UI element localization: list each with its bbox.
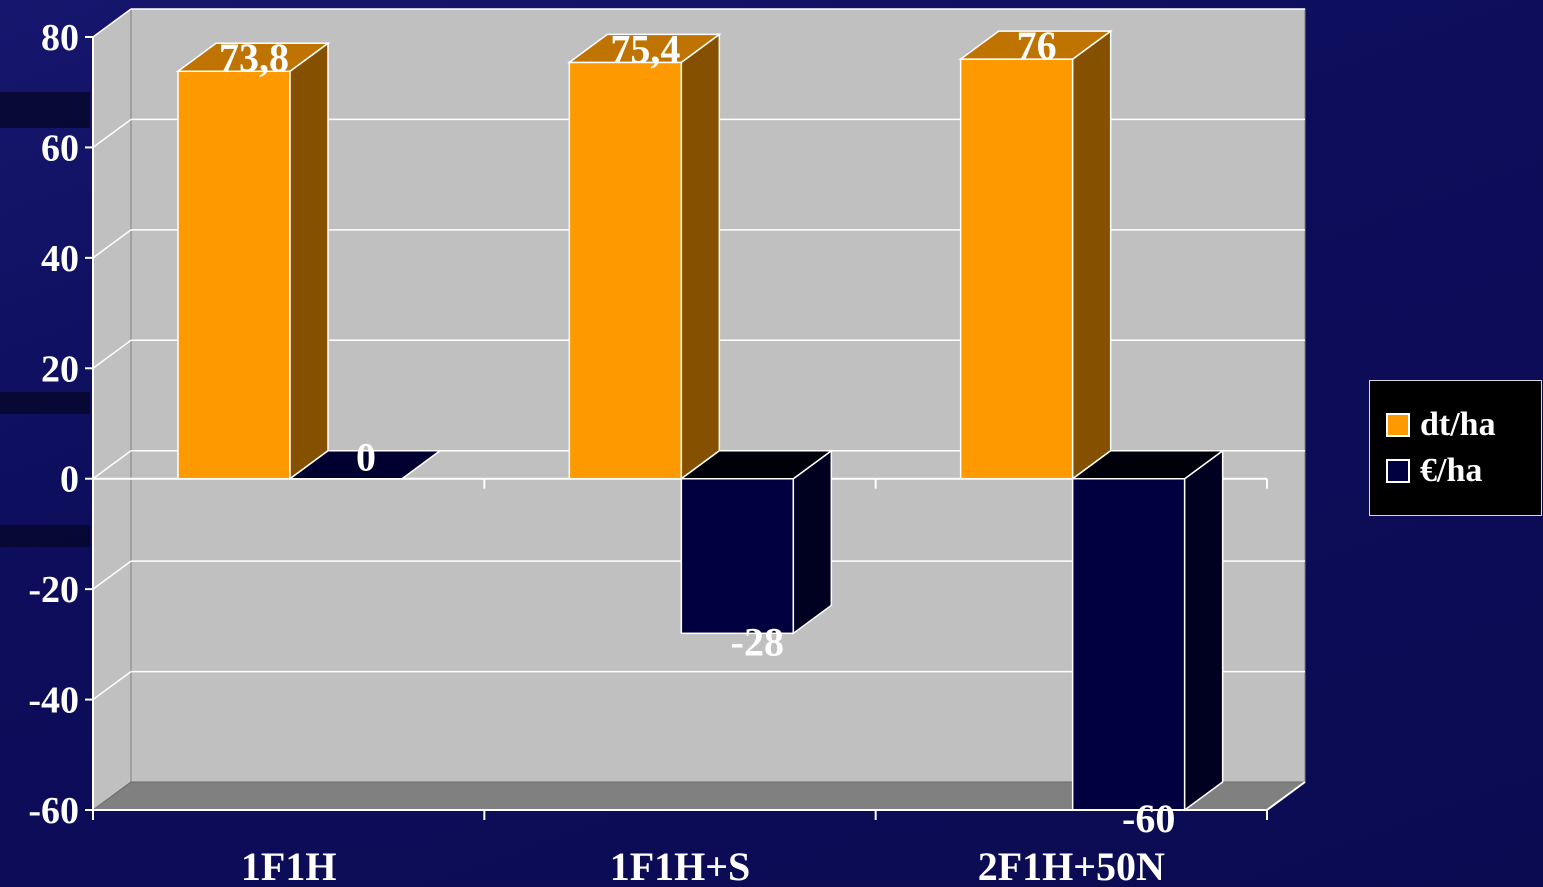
data-label-dt-ha-1: 73,8 <box>219 35 289 80</box>
bar-top-eur-ha-1 <box>287 449 443 480</box>
gridline-side <box>92 670 132 701</box>
data-label-eur-ha-3: -60 <box>1122 796 1175 841</box>
bar-dt-ha-3 <box>959 58 1074 480</box>
legend-swatch-eur-ha <box>1386 459 1410 483</box>
gridline-side <box>92 118 132 149</box>
bar-top-eur-ha-2 <box>679 449 834 480</box>
x-tick-label: 1F1H+S <box>610 844 751 887</box>
gridline-side <box>92 450 132 480</box>
x-tick-label: 2F1H+50N <box>978 844 1165 887</box>
bar-top-dt-ha-2 <box>567 33 722 64</box>
bar-eur-ha-3 <box>1071 477 1186 811</box>
x-tick-label: 1F1H <box>241 844 337 887</box>
bar-side-eur-ha-3 <box>1183 449 1224 812</box>
y-tick-label: -60 <box>28 790 79 832</box>
background-stripe <box>0 525 90 547</box>
y-tick-label: 0 <box>60 459 79 501</box>
y-tick-label: 60 <box>41 127 79 169</box>
bar-side-eur-ha-2 <box>792 449 833 635</box>
bar-top-eur-ha-3 <box>1070 449 1225 480</box>
background-stripe <box>0 92 90 128</box>
legend-label-dt-ha: dt/ha <box>1420 406 1496 443</box>
legend-swatch-dt-ha <box>1386 413 1410 437</box>
bar-eur-ha-2 <box>680 477 795 635</box>
data-label-eur-ha-2: -28 <box>731 619 784 664</box>
y-tick-label: -20 <box>28 569 79 611</box>
y-tick-label: 20 <box>41 348 79 390</box>
gridline-side <box>92 229 132 259</box>
chart-legend: dt/ha €/ha <box>1369 380 1542 516</box>
y-tick-label: 80 <box>41 17 79 59</box>
bar-side-dt-ha-2 <box>680 32 721 481</box>
legend-label-eur-ha: €/ha <box>1420 452 1483 489</box>
bar-dt-ha-2 <box>568 61 683 480</box>
gridline-side <box>92 560 132 590</box>
bar-top-dt-ha-1 <box>175 42 331 72</box>
data-label-dt-ha-3: 76 <box>1017 23 1057 68</box>
background-stripe <box>0 392 90 414</box>
y-tick-label: -40 <box>28 680 79 722</box>
legend-item-dt-ha: dt/ha <box>1386 405 1496 445</box>
x-axis-depth-line <box>1266 781 1306 811</box>
bar-top-dt-ha-3 <box>958 30 1113 60</box>
gridline-side <box>92 8 132 38</box>
data-label-eur-ha-1: 0 <box>356 435 376 480</box>
bar-dt-ha-1 <box>177 70 291 480</box>
data-label-dt-ha-2: 75,4 <box>610 26 680 71</box>
y-tick-label: 40 <box>41 238 79 280</box>
plot-side-wall <box>92 8 132 811</box>
legend-item-eur-ha: €/ha <box>1386 451 1482 491</box>
gridline-side <box>92 339 132 369</box>
bar-side-dt-ha-1 <box>289 41 329 481</box>
bar-side-dt-ha-3 <box>1071 29 1112 481</box>
